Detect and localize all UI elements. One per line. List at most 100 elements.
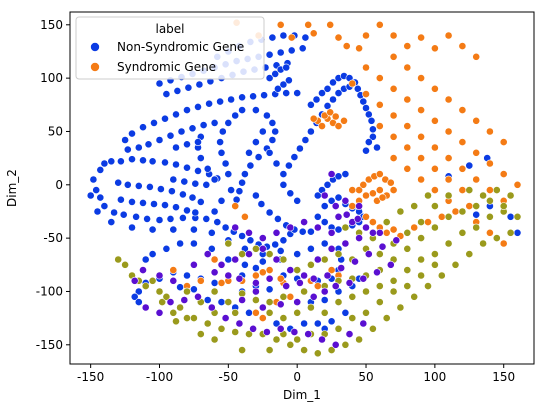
data-point [465, 202, 474, 210]
data-point [235, 319, 244, 328]
data-point [202, 180, 211, 189]
data-point [327, 170, 336, 178]
data-point [306, 100, 315, 109]
data-point [191, 179, 200, 188]
data-point [375, 100, 384, 109]
data-point [279, 80, 288, 89]
data-point [513, 212, 522, 221]
data-point [403, 266, 412, 274]
data-point [245, 228, 253, 237]
data-point [348, 314, 357, 322]
data-point [306, 303, 315, 312]
data-point [167, 187, 176, 196]
data-point [364, 138, 373, 146]
data-point [323, 180, 332, 189]
data-point [245, 148, 253, 157]
data-point [293, 308, 302, 317]
data-point [293, 266, 302, 274]
data-point [304, 330, 313, 338]
data-point [382, 314, 391, 322]
data-point [313, 282, 322, 290]
data-point [271, 70, 280, 78]
data-point [166, 298, 175, 306]
data-point [284, 161, 293, 170]
data-point [444, 239, 453, 248]
data-point [117, 195, 125, 204]
data-point [143, 214, 151, 223]
data-point [458, 228, 467, 237]
data-point [378, 193, 387, 202]
data-point [368, 324, 377, 333]
data-point [156, 185, 165, 193]
data-point [258, 257, 267, 266]
data-point [334, 324, 343, 333]
data-point [465, 250, 474, 258]
y-tick-label: 50 [48, 124, 63, 138]
data-point [417, 132, 425, 141]
data-point [327, 228, 336, 237]
data-point [265, 308, 274, 317]
data-point [128, 155, 136, 164]
data-point [217, 324, 226, 333]
data-point [355, 202, 363, 210]
data-point [417, 175, 425, 184]
data-point [329, 95, 337, 104]
data-point [176, 303, 184, 312]
data-point [499, 170, 508, 178]
data-point [313, 319, 322, 328]
data-point [96, 165, 105, 174]
data-point [351, 257, 359, 266]
data-point [265, 208, 274, 217]
data-point [183, 271, 191, 280]
data-point [155, 136, 164, 144]
data-point [148, 276, 157, 285]
data-point [417, 234, 425, 242]
data-point [196, 276, 205, 285]
data-point [210, 287, 219, 296]
data-point [318, 122, 326, 130]
data-point [188, 193, 197, 202]
legend-entry: Non-Syndromic Gene [117, 40, 244, 54]
data-point [513, 228, 522, 237]
data-point [334, 193, 343, 202]
data-point [245, 308, 253, 317]
data-point [189, 285, 198, 294]
data-point [458, 42, 467, 50]
data-point [161, 158, 169, 167]
data-point [134, 143, 143, 152]
data-point [284, 76, 293, 85]
data-point [148, 225, 157, 234]
data-point [217, 260, 226, 269]
data-point [258, 244, 267, 253]
data-point [265, 346, 274, 354]
data-point [161, 201, 169, 209]
data-point [355, 234, 363, 242]
data-point [162, 244, 171, 253]
data-point [417, 106, 425, 114]
data-point [207, 244, 216, 253]
data-point [430, 143, 439, 152]
data-point [196, 330, 205, 338]
data-point [251, 278, 260, 287]
data-point [373, 143, 381, 152]
data-point [389, 276, 398, 285]
data-point [417, 218, 425, 226]
data-point [318, 335, 326, 344]
data-point [130, 292, 139, 301]
data-point [238, 250, 246, 258]
data-point [430, 44, 439, 53]
data-point [492, 186, 501, 194]
data-point [389, 31, 398, 40]
legend-box [75, 16, 265, 80]
data-point [300, 218, 308, 226]
data-point [458, 186, 467, 194]
data-point [341, 340, 350, 349]
data-point [279, 180, 288, 189]
data-point [287, 46, 296, 55]
data-point [217, 148, 226, 157]
data-point [210, 175, 219, 184]
data-point [217, 298, 226, 306]
data-point [240, 170, 249, 178]
data-point [320, 287, 329, 296]
data-point [213, 218, 222, 226]
